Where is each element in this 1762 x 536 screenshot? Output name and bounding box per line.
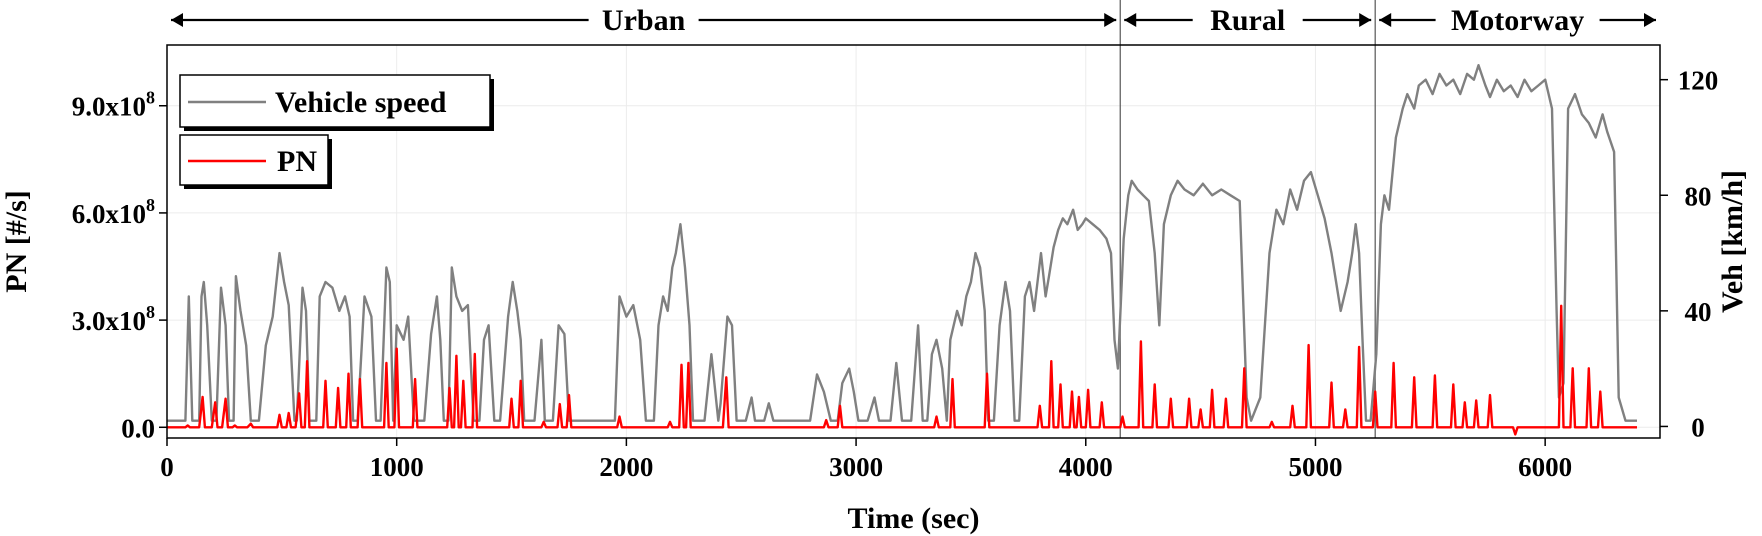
y-right-tick-label: 0	[1691, 412, 1705, 442]
y-axis-right-label: Veh [km/h]	[1716, 170, 1749, 313]
series-line-vehicle-speed	[167, 64, 1637, 422]
segment-label: Motorway	[1451, 4, 1584, 37]
segment-arrowhead	[1644, 13, 1656, 27]
axis-ticks: 0 1000 2000 3000 4000 5000 6000 0.0 3.0x108 6.0x1…	[72, 66, 1719, 482]
segment-label: Urban	[602, 4, 686, 37]
y-left-tick-label: 6.0x108	[72, 195, 155, 229]
x-tick-label: 3000	[829, 452, 883, 482]
segment-arrowhead	[1379, 13, 1392, 27]
y-right-tick-label: 120	[1678, 66, 1719, 96]
segment-arrowhead	[1124, 13, 1137, 27]
y-left-tick-label: 3.0x108	[72, 302, 155, 336]
series-line-pn	[167, 304, 1637, 436]
y-axis-left-label: PN [#/s]	[0, 190, 33, 292]
x-tick-label: 1000	[370, 452, 424, 482]
x-tick-label: 6000	[1518, 452, 1572, 482]
y-right-tick-label: 80	[1685, 181, 1712, 211]
legend: Vehicle speed PN	[179, 74, 494, 189]
segment-dividers	[1119, 0, 1376, 438]
segment-labels: Urban Rural Motorway	[171, 4, 1656, 37]
segment-arrowhead	[1359, 13, 1372, 27]
segment-label: Rural	[1210, 4, 1285, 37]
legend-entry-pn: PN	[179, 134, 332, 189]
x-axis-label: Time (sec)	[848, 502, 980, 535]
y-left-tick-label: 0.0	[121, 413, 155, 443]
x-tick-label: 2000	[599, 452, 653, 482]
segment-arrowhead	[171, 13, 183, 27]
series-layer	[167, 64, 1637, 436]
y-left-tick-label: 9.0x108	[72, 88, 155, 122]
x-tick-label: 5000	[1288, 452, 1342, 482]
legend-entry-vehicle-speed: Vehicle speed	[179, 74, 494, 131]
plot-frame	[166, 44, 1661, 439]
segment-arrowhead	[1104, 13, 1117, 27]
x-tick-label: 4000	[1059, 452, 1113, 482]
y-right-tick-label: 40	[1685, 297, 1712, 327]
legend-label-vehicle-speed: Vehicle speed	[275, 86, 447, 119]
x-tick-label: 0	[160, 452, 174, 482]
legend-label-pn: PN	[277, 145, 317, 178]
